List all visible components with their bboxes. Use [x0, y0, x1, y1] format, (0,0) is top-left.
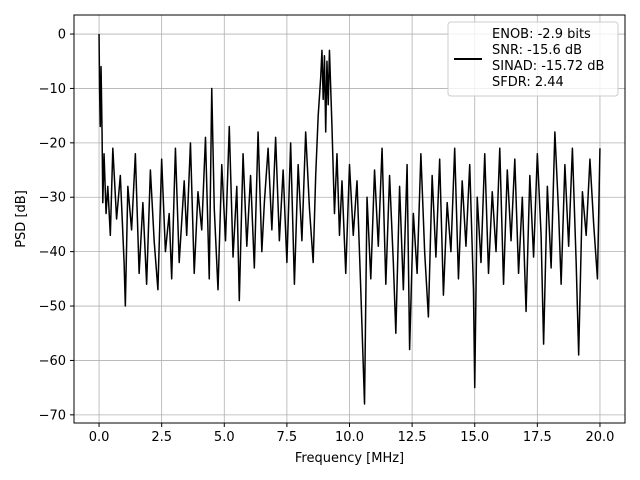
y-tick-label: −10 — [39, 82, 66, 97]
x-axis-label: Frequency [MHz] — [295, 451, 404, 466]
y-tick-label: 0 — [58, 28, 66, 43]
x-tick-label: 12.5 — [398, 430, 427, 445]
y-tick-label: −50 — [39, 300, 66, 315]
x-tick-label: 20.0 — [585, 430, 614, 445]
x-tick-label: 7.5 — [277, 430, 298, 445]
y-tick-label: −60 — [39, 354, 66, 369]
x-tick-label: 2.5 — [151, 430, 172, 445]
legend-line-sinad: SINAD: -15.72 dB — [492, 59, 604, 74]
legend-box — [447, 21, 619, 97]
legend-line-snr: SNR: -15.6 dB — [492, 43, 582, 58]
y-tick-label: −70 — [39, 408, 66, 423]
legend-line-sfdr: SFDR: 2.44 — [492, 75, 564, 90]
y-tick-label: −20 — [39, 136, 66, 151]
legend-line-enob: ENOB: -2.9 bits — [492, 27, 591, 42]
series-layer — [98, 34, 601, 405]
legend: ENOB: -2.9 bits SNR: -15.6 dB SINAD: -15… — [447, 21, 619, 97]
y-axis: 0 −10 −20 −30 −40 −50 −60 −70 — [39, 28, 74, 423]
x-tick-label: 15.0 — [460, 430, 489, 445]
x-tick-label: 10.0 — [335, 430, 364, 445]
y-axis-label: PSD [dB] — [14, 190, 29, 248]
y-tick-label: −40 — [39, 245, 66, 260]
x-axis: 0.0 2.5 5.0 7.5 10.0 12.5 15.0 17.5 20.0 — [89, 423, 614, 445]
y-tick-label: −30 — [39, 191, 66, 206]
x-tick-label: 5.0 — [214, 430, 235, 445]
x-tick-label: 0.0 — [89, 430, 110, 445]
psd-series-line — [98, 34, 601, 405]
x-tick-label: 17.5 — [523, 430, 552, 445]
